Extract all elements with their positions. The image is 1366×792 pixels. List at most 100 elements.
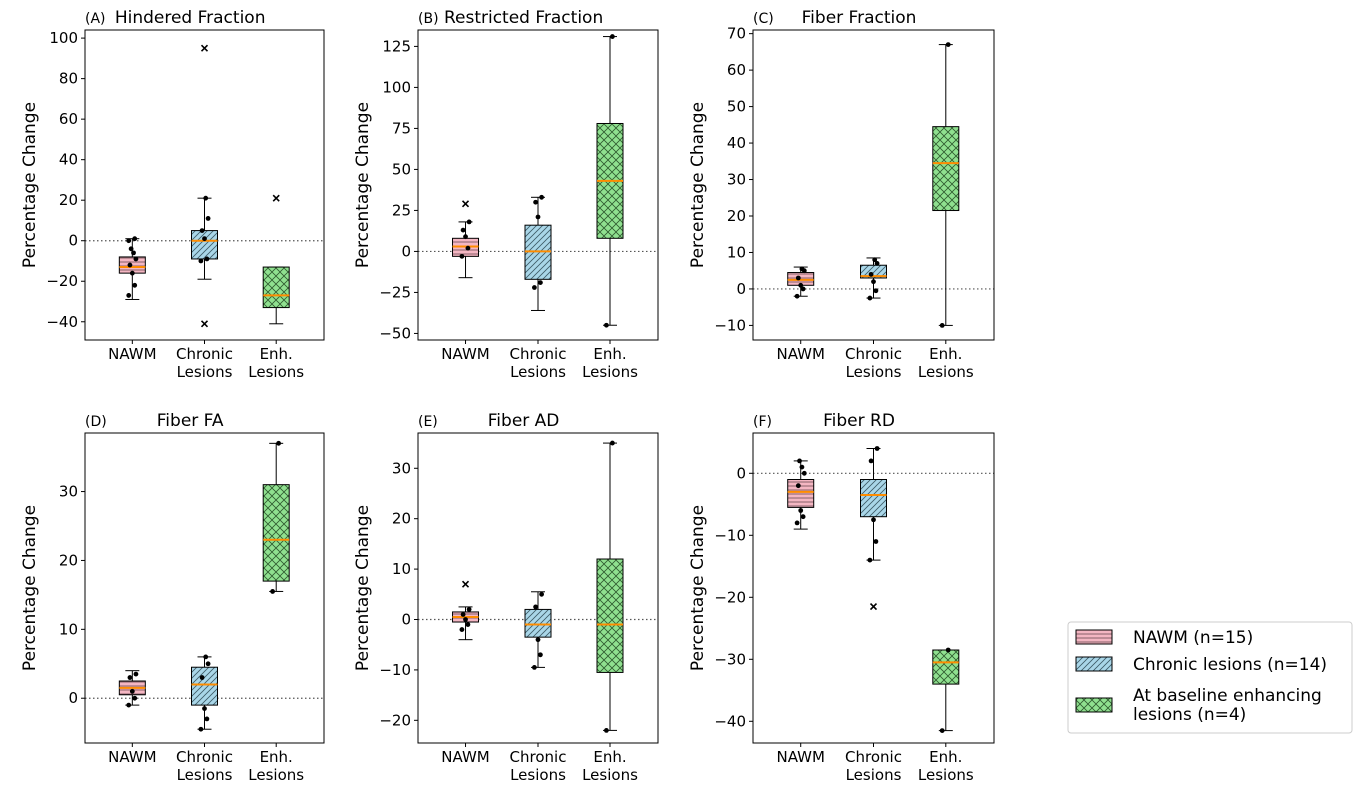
y-tick-label: 40 bbox=[59, 151, 78, 169]
data-point bbox=[538, 280, 543, 285]
x-tick-label: Enh. bbox=[593, 748, 626, 766]
y-axis-label: Percentage Change bbox=[353, 102, 373, 268]
data-point bbox=[538, 652, 543, 658]
data-point bbox=[539, 591, 544, 597]
data-point bbox=[871, 279, 876, 285]
panel-title: Restricted Fraction bbox=[444, 8, 603, 28]
outlier-marker bbox=[869, 603, 878, 611]
panel-letter: (F) bbox=[753, 414, 772, 430]
x-tick-label: NAWM bbox=[776, 748, 824, 766]
y-tick-label: 100 bbox=[49, 29, 78, 47]
y-tick-label: −20 bbox=[46, 272, 78, 290]
y-tick-label: 0 bbox=[68, 689, 78, 707]
y-tick-label: −25 bbox=[379, 283, 411, 301]
x-tick-label: Chronic bbox=[176, 345, 233, 363]
data-point bbox=[202, 706, 207, 711]
data-point bbox=[604, 727, 609, 733]
iqr-box bbox=[787, 479, 815, 508]
data-point bbox=[799, 266, 805, 272]
y-tick-label: 25 bbox=[392, 201, 411, 219]
iqr-box bbox=[932, 126, 960, 212]
y-tick-label: 0 bbox=[736, 280, 746, 298]
box-enhancing bbox=[596, 34, 624, 328]
iqr-box bbox=[932, 649, 960, 685]
y-tick-label: 20 bbox=[392, 510, 411, 528]
x-tick-label: Chronic bbox=[176, 748, 233, 766]
y-axis-label: Percentage Change bbox=[20, 505, 40, 671]
x-tick-label: Lesions bbox=[846, 363, 902, 381]
data-point bbox=[939, 728, 945, 733]
y-tick-label: 50 bbox=[727, 98, 746, 116]
y-tick-label: −40 bbox=[46, 313, 78, 331]
box-nawm bbox=[452, 580, 480, 641]
outlier-marker bbox=[200, 44, 209, 52]
outlier-marker bbox=[461, 580, 470, 588]
data-point bbox=[945, 42, 951, 47]
y-tick-label: 0 bbox=[401, 242, 411, 260]
panel-title: Fiber Fraction bbox=[802, 8, 917, 28]
panel-letter: (E) bbox=[418, 414, 438, 430]
data-point bbox=[799, 464, 805, 470]
x-tick-label: Lesions bbox=[582, 766, 638, 784]
data-point bbox=[535, 214, 541, 220]
data-point bbox=[132, 695, 138, 701]
x-tick-label: Chronic bbox=[845, 748, 902, 766]
data-point bbox=[868, 458, 874, 464]
y-tick-label: −10 bbox=[714, 316, 746, 334]
x-tick-label: Lesions bbox=[918, 766, 974, 784]
box-chronic bbox=[524, 591, 552, 670]
x-tick-label: Lesions bbox=[582, 363, 638, 381]
x-tick-label: Lesions bbox=[510, 363, 566, 381]
y-tick-label: 30 bbox=[392, 459, 411, 477]
legend-label-enhancing: lesions (n=4) bbox=[1133, 705, 1246, 725]
x-tick-label: NAWM bbox=[108, 345, 156, 363]
data-point bbox=[202, 236, 207, 242]
data-point bbox=[131, 250, 136, 256]
data-point bbox=[873, 539, 879, 544]
box-chronic bbox=[191, 654, 218, 732]
data-point bbox=[800, 514, 806, 520]
y-axis-label: Percentage Change bbox=[20, 102, 40, 268]
y-tick-label: 60 bbox=[727, 61, 746, 79]
x-tick-label: Enh. bbox=[593, 345, 626, 363]
panel-letter: (C) bbox=[753, 11, 774, 27]
y-tick-label: 75 bbox=[392, 119, 411, 137]
data-point bbox=[128, 246, 134, 252]
y-tick-label: −40 bbox=[714, 712, 746, 730]
data-point bbox=[459, 253, 465, 259]
y-tick-label: −20 bbox=[379, 711, 411, 729]
data-point bbox=[604, 322, 609, 328]
data-point bbox=[798, 282, 804, 288]
panel-letter: (A) bbox=[85, 11, 106, 27]
iqr-box bbox=[262, 266, 290, 309]
data-point bbox=[276, 440, 281, 446]
x-tick-label: Enh. bbox=[260, 748, 293, 766]
data-point bbox=[794, 293, 800, 299]
data-point bbox=[459, 627, 465, 632]
data-point bbox=[204, 256, 210, 262]
box-chronic bbox=[191, 44, 218, 328]
data-point bbox=[794, 520, 800, 526]
data-point bbox=[127, 675, 133, 680]
data-point bbox=[126, 293, 132, 298]
outlier-marker bbox=[272, 194, 280, 202]
data-point bbox=[797, 458, 802, 464]
legend-swatch-chronic bbox=[1075, 656, 1113, 672]
iqr-box bbox=[596, 558, 624, 673]
box-nawm bbox=[118, 236, 146, 300]
data-point bbox=[874, 261, 880, 266]
panel-title: Hindered Fraction bbox=[115, 8, 266, 28]
outlier-marker bbox=[200, 320, 209, 328]
data-point bbox=[871, 517, 876, 523]
legend-label-nawm: NAWM (n=15) bbox=[1133, 628, 1253, 648]
data-point bbox=[801, 470, 807, 476]
data-point bbox=[533, 604, 538, 610]
legend-swatch-nawm bbox=[1075, 629, 1113, 645]
data-point bbox=[465, 245, 471, 251]
x-tick-label: NAWM bbox=[441, 345, 489, 363]
